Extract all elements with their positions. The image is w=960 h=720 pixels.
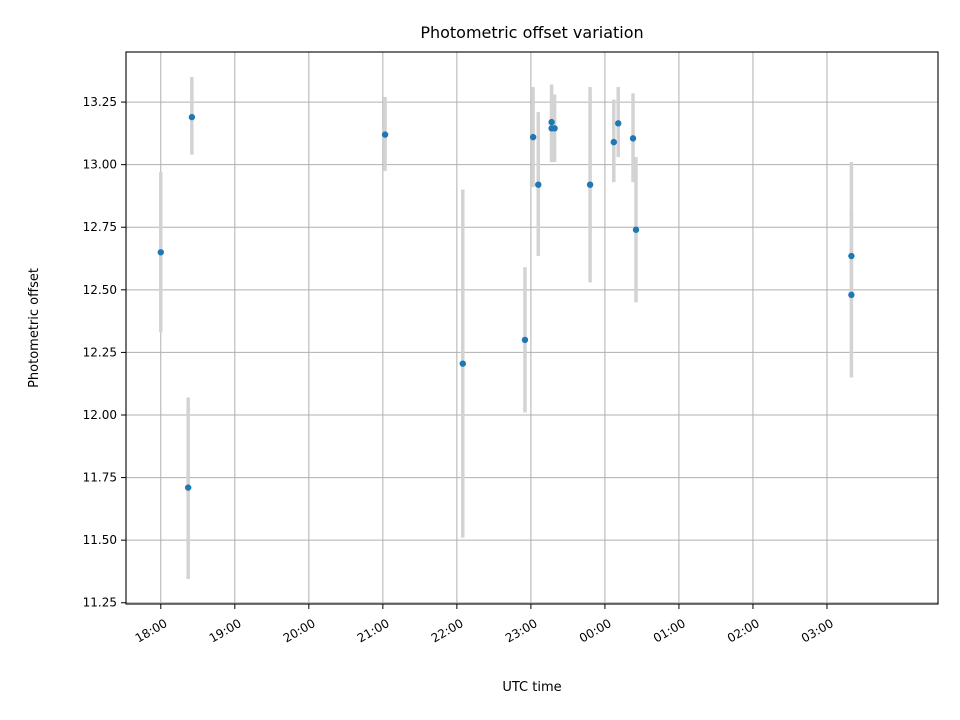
y-tick-label: 11.50	[83, 533, 117, 547]
x-tick-label: 23:00	[503, 616, 540, 645]
x-tick-label: 19:00	[207, 616, 244, 645]
data-point	[535, 181, 542, 188]
y-tick-label: 12.00	[83, 408, 117, 422]
data-point	[615, 120, 622, 127]
y-tick-label: 13.25	[83, 95, 117, 109]
error-bars	[159, 77, 854, 579]
data-points	[157, 113, 855, 491]
data-point	[610, 138, 617, 146]
data-point	[529, 133, 537, 141]
x-tick-label: 00:00	[577, 616, 614, 645]
y-axis-ticks: 11.25 11.50 11.75 12.00 12.25 12.50 12.75 13.00…	[83, 95, 126, 610]
data-point	[184, 484, 192, 491]
data-point	[551, 125, 558, 132]
data-point	[188, 113, 196, 121]
y-tick-label: 12.75	[83, 220, 117, 234]
y-tick-label: 12.50	[83, 283, 117, 297]
x-axis-label: UTC time	[502, 680, 561, 695]
x-tick-label: 18:00	[133, 616, 170, 645]
data-point	[521, 336, 529, 344]
data-point	[848, 252, 855, 260]
y-tick-label: 12.25	[83, 345, 117, 359]
data-point	[629, 135, 637, 142]
data-point	[848, 291, 855, 299]
data-point	[632, 226, 640, 233]
data-point	[157, 249, 164, 256]
data-point	[381, 131, 389, 138]
data-point	[586, 181, 594, 188]
x-tick-label: 01:00	[651, 616, 688, 645]
x-tick-label: 22:00	[429, 616, 466, 645]
y-axis-label: Photometric offset	[27, 268, 42, 388]
y-tick-label: 13.00	[83, 158, 117, 172]
plot-area-frame	[125, 51, 939, 605]
chart-title: Photometric offset variation	[420, 23, 643, 42]
data-point	[548, 118, 555, 126]
x-tick-label: 21:00	[355, 616, 392, 645]
x-axis-ticks: 18:00 19:00 20:00 21:00 22:00 23:00 00:00 01:00…	[133, 604, 836, 646]
y-tick-label: 11.75	[83, 471, 117, 485]
x-tick-label: 03:00	[799, 616, 836, 645]
x-tick-label: 20:00	[281, 616, 318, 645]
data-point	[459, 360, 466, 367]
y-tick-label: 11.25	[83, 596, 117, 610]
x-tick-label: 02:00	[725, 616, 762, 645]
